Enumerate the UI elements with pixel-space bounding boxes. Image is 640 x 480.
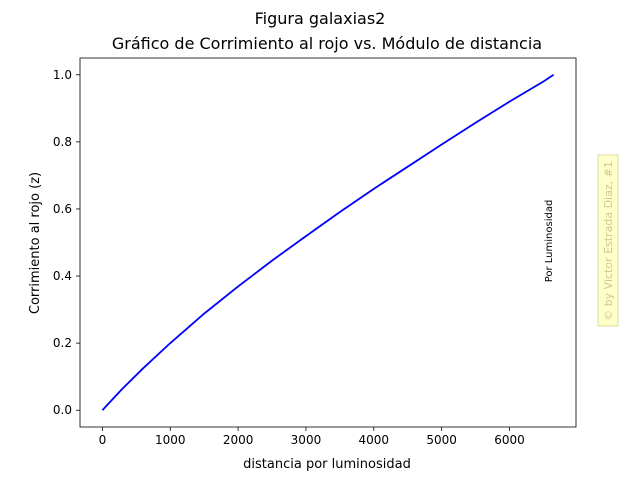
x-tick-label: 2000 <box>223 433 254 447</box>
axes: 0 1000 2000 3000 4000 5000 6000 0.0 0.2 0.4 0.6 0.8… <box>53 57 577 447</box>
watermark-text: © by Victor Estrada Diaz, #1 <box>602 161 615 321</box>
x-tick-label: 0 <box>99 433 107 447</box>
y-tick-label: 0.6 <box>53 202 72 216</box>
y-tick-label: 0.2 <box>53 336 72 350</box>
series-line-0 <box>101 74 555 411</box>
x-tick-label: 3000 <box>291 433 322 447</box>
annotation-label: Por Luminosidad <box>544 200 555 283</box>
x-axis-label: distancia por luminosidad <box>243 457 411 472</box>
x-tick-label: 1000 <box>155 433 186 447</box>
chart-title: Gráfico de Corrimiento al rojo vs. Módul… <box>112 34 542 53</box>
y-tick-label: 0.8 <box>53 135 72 149</box>
y-tick-label: 1.0 <box>53 68 72 82</box>
x-tick-label: 5000 <box>426 433 457 447</box>
x-tick-label: 4000 <box>359 433 390 447</box>
figure-title: Figura galaxias2 <box>255 9 386 28</box>
plot-frame <box>79 57 577 428</box>
y-tick-label: 0.0 <box>53 403 72 417</box>
y-tick-label: 0.4 <box>53 269 72 283</box>
y-axis-label: Corrimiento al rojo (z) <box>28 172 43 314</box>
watermark-box: © by Victor Estrada Diaz, #1 <box>597 154 619 327</box>
x-tick-label: 6000 <box>494 433 525 447</box>
